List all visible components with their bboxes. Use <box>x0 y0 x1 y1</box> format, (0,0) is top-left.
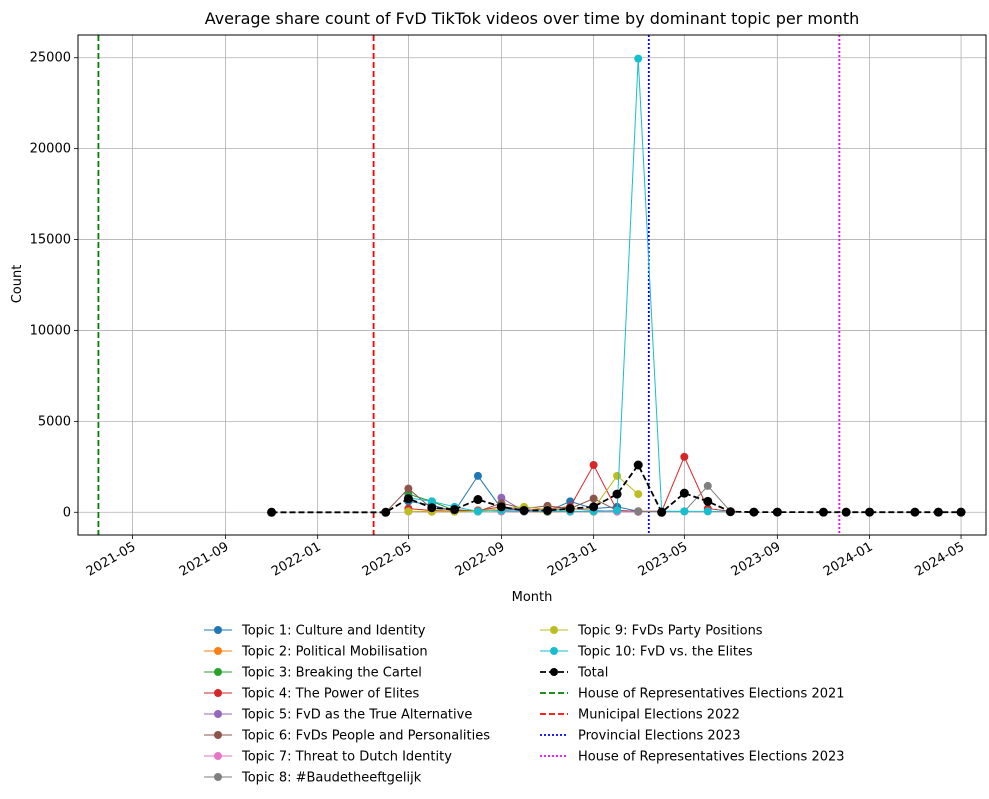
data-point <box>589 461 598 469</box>
data-point <box>634 490 643 499</box>
x-tick-label: 2022-09 <box>453 539 508 579</box>
data-point <box>703 481 712 490</box>
data-point <box>613 471 622 480</box>
legend-label: House of Representatives Elections 2021 <box>578 687 845 702</box>
legend-label: Topic 3: Breaking the Cartel <box>241 666 422 681</box>
data-point <box>634 507 643 516</box>
legend-label: Topic 6: FvDs People and Personalities <box>241 729 490 744</box>
legend-label: House of Representatives Elections 2023 <box>578 750 845 765</box>
data-point <box>613 506 622 515</box>
data-point <box>542 505 552 515</box>
legend-label: Topic 5: FvD as the True Alternative <box>241 708 472 723</box>
series-lines <box>267 54 966 517</box>
data-point <box>473 471 482 480</box>
data-point <box>818 507 828 517</box>
data-point <box>634 54 643 63</box>
legend-label: Provincial Elections 2023 <box>578 729 741 744</box>
data-point <box>404 484 413 493</box>
data-point <box>679 488 689 498</box>
y-axis-label: Count <box>10 265 25 304</box>
y-tick-label: 25000 <box>30 51 71 66</box>
data-point <box>496 502 506 512</box>
y-tick-label: 5000 <box>38 414 71 429</box>
data-point <box>703 496 713 506</box>
legend-marker <box>214 773 222 781</box>
legend-label: Topic 4: The Power of Elites <box>241 687 420 702</box>
data-point <box>404 507 413 516</box>
data-point <box>772 507 782 517</box>
data-point <box>680 507 689 516</box>
data-point <box>680 452 689 461</box>
legend-marker <box>550 626 558 634</box>
y-tick-label: 20000 <box>30 142 71 157</box>
series-line <box>385 487 639 513</box>
data-point <box>725 507 735 517</box>
data-point <box>589 494 598 503</box>
legend-label: Topic 2: Political Mobilisation <box>241 645 428 660</box>
y-tick-label: 15000 <box>30 233 71 248</box>
legend-marker <box>214 752 222 760</box>
legend-marker <box>214 668 222 676</box>
x-tick-label: 2024-01 <box>821 539 876 579</box>
x-tick-label: 2021-05 <box>84 539 139 579</box>
legend-label: Total <box>577 666 608 681</box>
data-point <box>956 507 966 517</box>
data-point <box>427 497 436 506</box>
x-axis-label: Month <box>512 590 553 605</box>
data-point <box>933 507 943 517</box>
y-tick-label: 0 <box>63 505 71 520</box>
data-point <box>473 495 483 505</box>
data-point <box>267 507 277 517</box>
grid-lines <box>78 35 986 535</box>
legend-label: Topic 8: #Baudetheeftgelijk <box>241 771 422 786</box>
legend-label: Topic 7: Threat to Dutch Identity <box>241 750 452 765</box>
series-line <box>408 58 731 513</box>
legend-marker <box>214 689 222 697</box>
data-point <box>427 503 437 513</box>
data-point <box>473 507 482 516</box>
data-point <box>403 494 413 504</box>
data-point <box>703 507 712 516</box>
x-tick-label: 2023-05 <box>636 539 691 579</box>
data-point <box>612 489 622 499</box>
legend-marker <box>214 710 222 718</box>
chart-title: Average share count of FvD TikTok videos… <box>205 9 860 28</box>
x-tick-label: 2024-05 <box>913 539 968 579</box>
data-point <box>633 460 643 470</box>
legend-marker <box>214 626 222 634</box>
y-tick-label: 10000 <box>30 323 71 338</box>
legend-marker <box>550 668 558 676</box>
data-point <box>865 507 875 517</box>
legend-label: Topic 1: Culture and Identity <box>241 624 426 639</box>
reference-lines <box>97 35 841 535</box>
data-point <box>749 507 759 517</box>
legend-label: Topic 10: FvD vs. the Elites <box>577 645 753 660</box>
x-tick-label: 2023-01 <box>545 539 600 579</box>
data-point <box>910 507 920 517</box>
x-tick-label: 2021-09 <box>177 539 232 579</box>
data-point <box>841 507 851 517</box>
legend-label: Municipal Elections 2022 <box>578 708 740 723</box>
legend-marker <box>214 647 222 655</box>
legend-marker <box>550 647 558 655</box>
data-point <box>589 502 599 512</box>
data-point <box>565 504 575 514</box>
data-point <box>381 507 391 517</box>
data-point <box>450 505 460 515</box>
plot-frame <box>77 34 987 536</box>
legend: Topic 1: Culture and Identity Topic 2: Po… <box>204 624 845 786</box>
data-point <box>657 507 667 517</box>
legend-label: Topic 9: FvDs Party Positions <box>577 624 763 639</box>
x-tick-label: 2023-09 <box>729 539 784 579</box>
x-tick-label: 2022-01 <box>269 539 324 579</box>
legend-marker <box>214 731 222 739</box>
data-point <box>519 505 529 515</box>
x-tick-label: 2022-05 <box>360 539 415 579</box>
